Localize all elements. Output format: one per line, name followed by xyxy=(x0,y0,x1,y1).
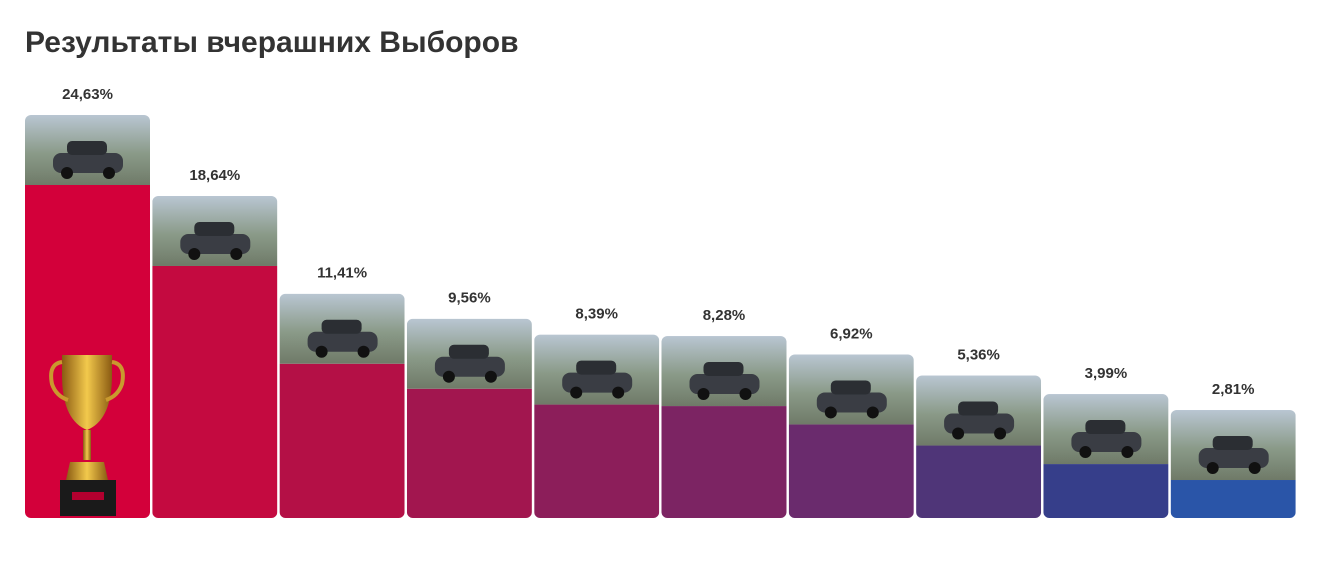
bar xyxy=(1043,464,1169,518)
chart-title: Результаты вчерашних Выборов xyxy=(25,26,519,59)
car-roof xyxy=(67,141,107,156)
wheel xyxy=(103,167,115,180)
wheel xyxy=(697,388,710,401)
bar-group xyxy=(1170,410,1296,518)
wheel xyxy=(230,247,243,260)
bar xyxy=(661,406,787,518)
car-roof xyxy=(194,221,235,236)
bar xyxy=(279,363,405,518)
bar xyxy=(916,445,1042,518)
wheel xyxy=(739,388,752,401)
bar-group xyxy=(788,354,914,518)
bar-group xyxy=(406,318,532,518)
bar-group xyxy=(534,334,660,518)
bar xyxy=(406,388,532,518)
wheel xyxy=(570,386,583,399)
car-roof xyxy=(448,344,489,359)
value-label: 8,39% xyxy=(575,306,618,323)
trophy xyxy=(49,355,125,516)
wheel xyxy=(612,386,625,399)
wheel xyxy=(866,406,879,419)
bar-group xyxy=(661,336,787,518)
wheel xyxy=(1206,462,1219,475)
value-label: 2,81% xyxy=(1212,381,1255,398)
value-label: 18,64% xyxy=(189,167,240,184)
car-body xyxy=(816,392,887,413)
wheel xyxy=(315,345,328,358)
bar xyxy=(534,404,660,518)
car-body xyxy=(1071,432,1142,453)
bar xyxy=(788,424,914,518)
car-roof xyxy=(321,319,362,334)
wheel xyxy=(357,345,370,358)
bar-group xyxy=(1043,394,1169,518)
car-roof xyxy=(703,362,744,377)
car-roof xyxy=(830,380,871,395)
bar-group xyxy=(916,375,1042,518)
bar xyxy=(1170,480,1296,518)
value-label: 24,63% xyxy=(62,86,113,103)
bar-group xyxy=(279,293,405,518)
value-label: 5,36% xyxy=(957,347,1000,364)
value-label: 8,28% xyxy=(703,307,746,324)
value-label: 9,56% xyxy=(448,290,491,307)
wheel xyxy=(952,427,965,440)
value-label: 11,41% xyxy=(317,265,367,282)
wheel xyxy=(484,370,497,383)
bar-group xyxy=(152,195,278,518)
bars: 24,63% 18,64% 11,41% 9,56% 8,39% 8,28% 6,92% 5,… xyxy=(25,86,1296,518)
wheel xyxy=(824,406,837,419)
wheel xyxy=(442,370,455,383)
wheel xyxy=(994,427,1007,440)
car-roof xyxy=(958,401,999,416)
value-label: 6,92% xyxy=(830,325,873,342)
wheel xyxy=(1121,446,1134,459)
car-body xyxy=(53,153,123,174)
car-roof xyxy=(1212,436,1253,451)
wheel xyxy=(188,247,201,260)
value-label: 3,99% xyxy=(1085,365,1128,382)
car-body xyxy=(1198,448,1269,469)
car-roof xyxy=(576,360,617,375)
car-body xyxy=(562,372,633,393)
car-body xyxy=(307,331,378,352)
car-body xyxy=(180,233,251,254)
wheel xyxy=(1248,462,1261,475)
car-roof xyxy=(1085,420,1126,435)
bar xyxy=(152,265,278,518)
car-body xyxy=(944,413,1015,434)
wheel xyxy=(61,167,73,180)
wheel xyxy=(1079,446,1092,459)
car-body xyxy=(689,374,760,395)
car-body xyxy=(434,356,505,377)
